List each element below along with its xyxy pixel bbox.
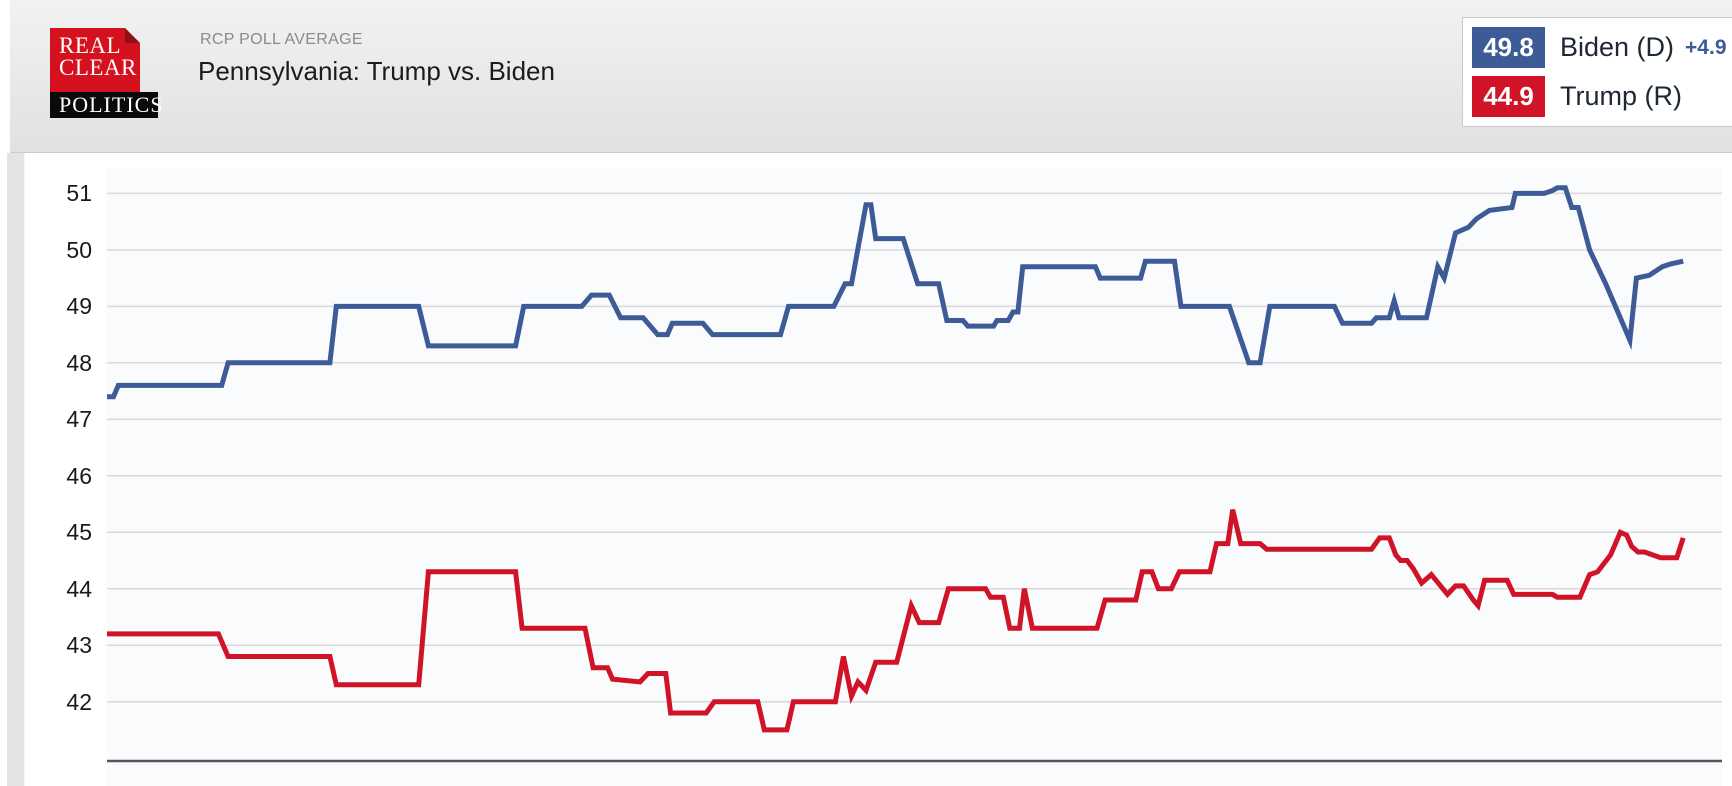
logo-text-clear: CLEAR: [59, 54, 137, 80]
biden-legend-label: Biden (D): [1560, 32, 1675, 62]
trump-value-badge: 44.9: [1472, 76, 1545, 117]
y-tick-label-50: 50: [66, 236, 92, 263]
legend-box: 49.8 Biden (D) +4.9 44.9 Trump (R): [1462, 17, 1732, 127]
header-bar: REAL CLEAR POLITICS RCP POLL AVERAGE Pen…: [10, 0, 1732, 153]
y-tick-label-46: 46: [66, 462, 92, 489]
trump-legend-label: Trump (R): [1560, 81, 1682, 111]
rcp-logo-politics-band: POLITICS: [50, 92, 163, 118]
y-tick-label-42: 42: [66, 688, 92, 715]
y-tick-label-48: 48: [66, 349, 92, 376]
page-left-edge-strip: [7, 153, 25, 786]
plot-background: [107, 168, 1722, 786]
biden-line: [107, 185, 1684, 400]
logo-folded-corner-icon: [125, 28, 140, 43]
y-tick-label-44: 44: [66, 575, 92, 602]
plot-svg: [107, 168, 1722, 786]
series-lines: [107, 185, 1686, 733]
legend-row-biden: 49.8 Biden (D) +4.9: [1472, 27, 1732, 68]
rcp-logo[interactable]: REAL CLEAR POLITICS: [50, 28, 163, 118]
poll-average-kicker: RCP POLL AVERAGE: [200, 31, 363, 48]
logo-text-real: REAL: [59, 33, 122, 58]
y-tick-label-45: 45: [66, 519, 92, 546]
biden-spread-value: +4.9: [1685, 35, 1727, 59]
logo-text-politics: POLITICS: [59, 92, 164, 117]
rcp-logo-red-panel: REAL CLEAR: [50, 28, 140, 92]
trump-line: [107, 509, 1686, 733]
legend-row-trump: 44.9 Trump (R): [1472, 76, 1732, 117]
y-tick-label-47: 47: [66, 406, 92, 433]
page-title: Pennsylvania: Trump vs. Biden: [198, 56, 555, 86]
y-tick-label-43: 43: [66, 632, 92, 659]
y-tick-label-51: 51: [66, 180, 92, 207]
biden-value-badge: 49.8: [1472, 27, 1545, 68]
y-tick-label-49: 49: [66, 293, 92, 320]
